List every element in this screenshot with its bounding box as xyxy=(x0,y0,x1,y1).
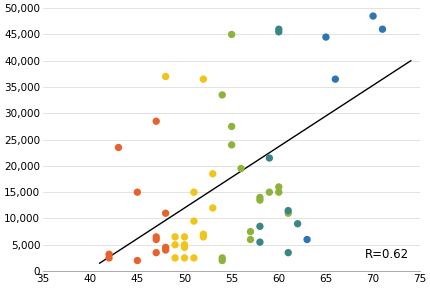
Point xyxy=(162,211,169,215)
Point xyxy=(227,143,234,147)
Point xyxy=(115,145,122,150)
Point xyxy=(105,256,112,260)
Point xyxy=(275,190,282,194)
Point xyxy=(256,224,263,229)
Point xyxy=(171,242,178,247)
Point xyxy=(162,245,169,250)
Point xyxy=(331,77,338,82)
Point xyxy=(246,237,253,242)
Point xyxy=(171,256,178,260)
Point xyxy=(181,234,187,239)
Point xyxy=(200,77,206,82)
Point xyxy=(190,190,197,194)
Point xyxy=(275,185,282,189)
Point xyxy=(218,93,225,97)
Point xyxy=(322,35,329,39)
Point xyxy=(275,27,282,31)
Point xyxy=(378,27,385,31)
Point xyxy=(227,124,234,129)
Point xyxy=(303,237,310,242)
Point xyxy=(246,229,253,234)
Point xyxy=(134,258,141,263)
Point xyxy=(209,171,216,176)
Point xyxy=(284,211,291,215)
Point xyxy=(284,208,291,213)
Point xyxy=(369,14,376,18)
Point xyxy=(284,250,291,255)
Point xyxy=(190,219,197,223)
Point xyxy=(171,234,178,239)
Point xyxy=(294,221,301,226)
Point xyxy=(190,256,197,260)
Point xyxy=(152,237,159,242)
Point xyxy=(162,74,169,79)
Point xyxy=(256,195,263,200)
Point xyxy=(152,250,159,255)
Point xyxy=(105,252,112,257)
Text: R=0.62: R=0.62 xyxy=(364,248,408,261)
Point xyxy=(181,256,187,260)
Point xyxy=(200,232,206,236)
Point xyxy=(256,240,263,245)
Point xyxy=(218,258,225,263)
Point xyxy=(256,198,263,202)
Point xyxy=(162,248,169,252)
Point xyxy=(265,156,272,160)
Point xyxy=(152,119,159,124)
Point xyxy=(200,234,206,239)
Point xyxy=(209,206,216,210)
Point xyxy=(265,190,272,194)
Point xyxy=(181,245,187,250)
Point xyxy=(275,30,282,34)
Point xyxy=(218,256,225,260)
Point xyxy=(152,234,159,239)
Point xyxy=(134,190,141,194)
Point xyxy=(181,242,187,247)
Point xyxy=(237,166,244,171)
Point xyxy=(227,32,234,37)
